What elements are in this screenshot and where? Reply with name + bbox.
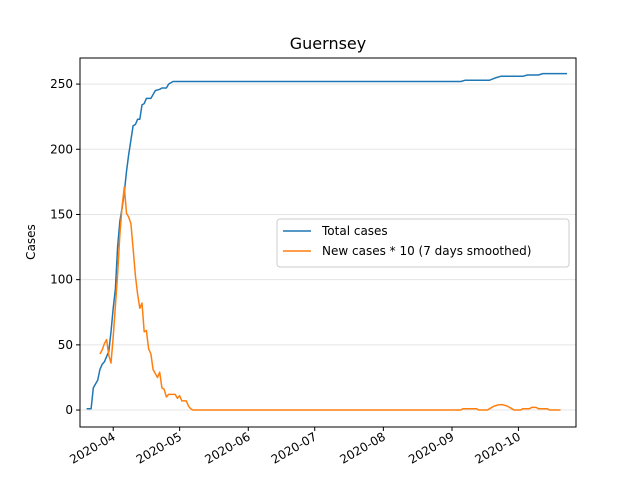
- chart-title: Guernsey: [290, 34, 366, 53]
- gridlines: [80, 83, 576, 411]
- y-axis-ticks: 0 50 100 150 200 250: [50, 77, 80, 417]
- y-tick-label: 200: [50, 142, 73, 156]
- y-axis-label: Cases: [24, 224, 38, 260]
- y-tick-label: 250: [50, 77, 73, 91]
- y-tick-label: 100: [50, 273, 73, 287]
- legend-label: Total cases: [321, 224, 388, 238]
- y-tick-label: 150: [50, 207, 73, 221]
- y-tick-label: 0: [65, 403, 73, 417]
- series-line-new-cases: [99, 186, 561, 411]
- y-tick-label: 50: [58, 338, 73, 352]
- series-line-total-cases: [86, 72, 568, 410]
- series-layer: [86, 72, 568, 411]
- legend-box: [276, 218, 570, 268]
- axes-frame: [79, 57, 577, 428]
- legend: Total cases New cases * 10 (7 days smooth…: [276, 218, 570, 268]
- legend-label: New cases * 10 (7 days smoothed): [322, 244, 531, 258]
